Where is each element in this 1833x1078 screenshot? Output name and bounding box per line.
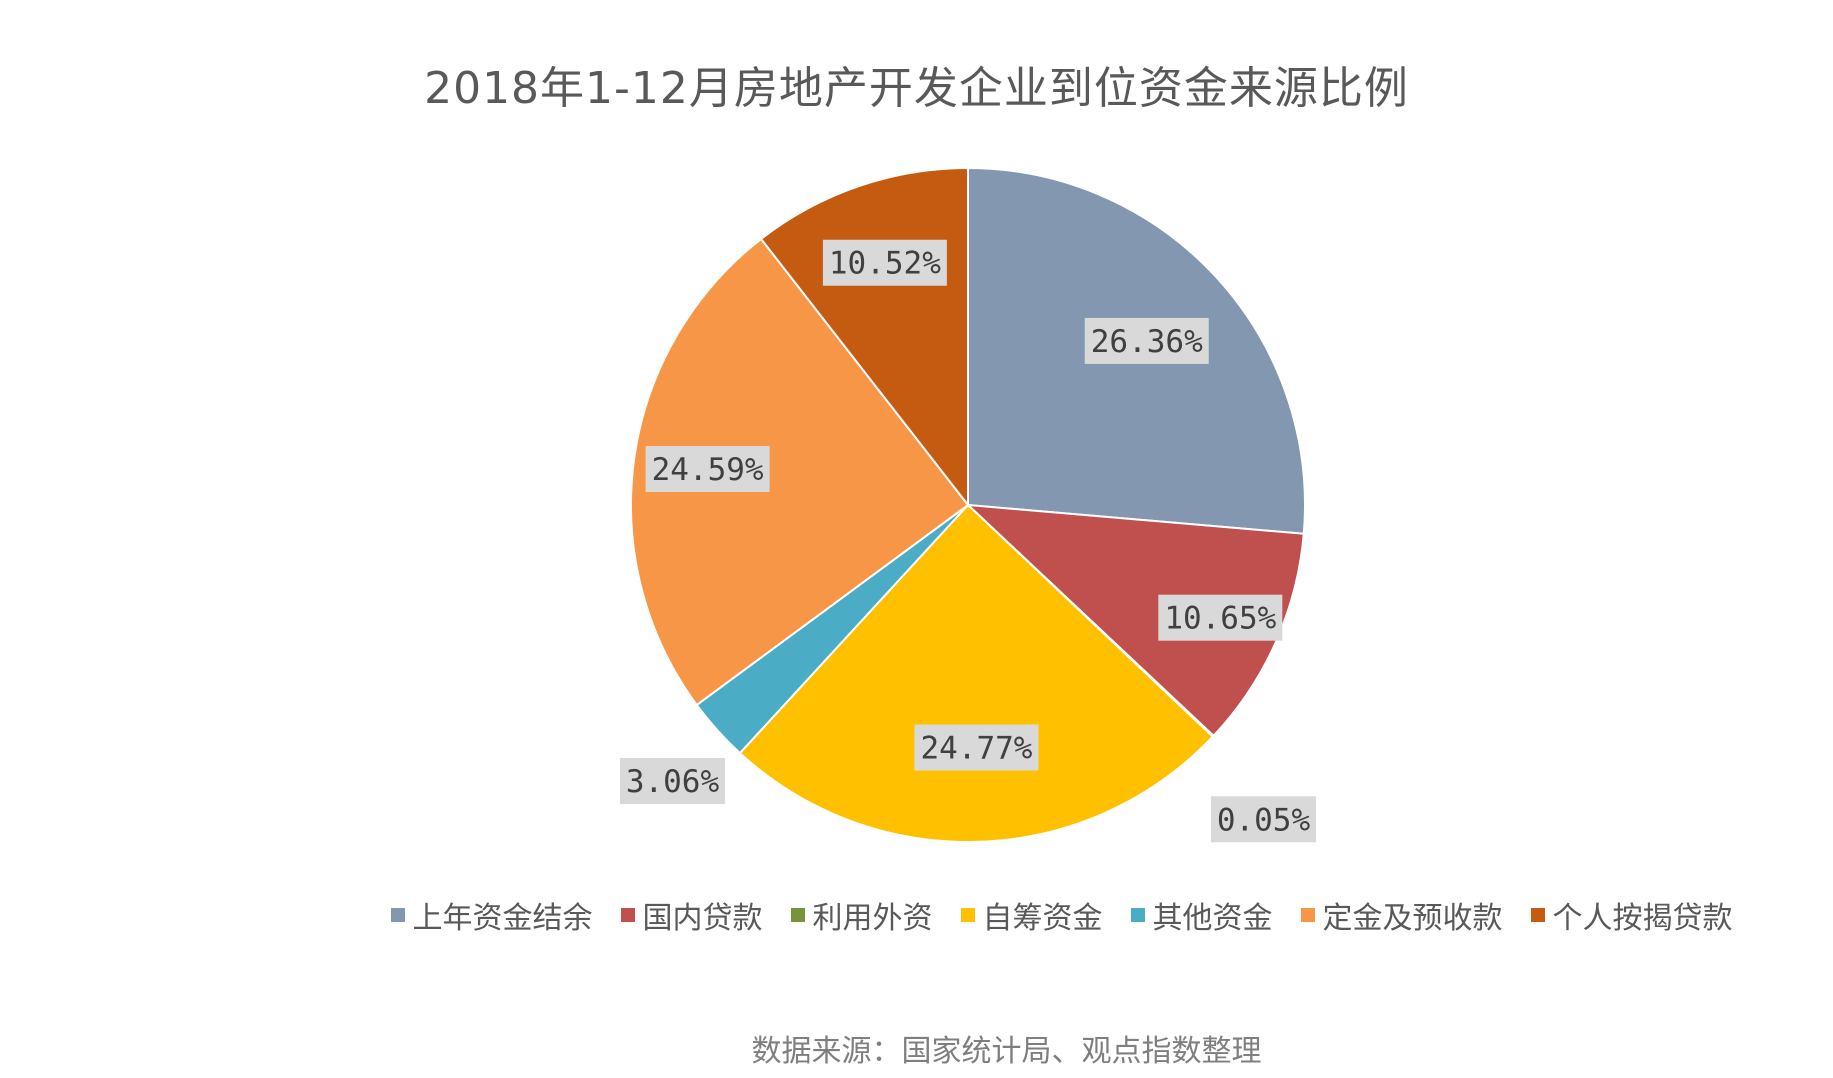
legend-item: 国内贷款 [620, 893, 763, 937]
legend-item: 其他资金 [1130, 893, 1273, 937]
data-label-box [1158, 594, 1283, 641]
legend-swatch [1130, 908, 1145, 922]
data-label-3: 0.05% [1210, 796, 1316, 843]
data-label-6: 24.59% [645, 446, 770, 493]
data-label-text: 26.36% [1091, 324, 1203, 360]
data-label-box [1084, 317, 1209, 364]
pie-slice-2 [965, 503, 1305, 738]
data-label-7: 10.52% [822, 239, 947, 286]
legend-swatch [1530, 908, 1545, 922]
pie-data-labels: 26.36% 10.65% 0.05% 24.77% 3.06% 24.59% 10.52% [619, 239, 1316, 843]
source-note: 数据来源：国家统计局、观点指数整理 [751, 1034, 1262, 1069]
legend-item: 定金及预收款 [1300, 893, 1503, 937]
legend-item: 个人按揭贷款 [1530, 893, 1733, 937]
legend-label: 国内贷款 [642, 901, 763, 936]
legend-swatch [390, 908, 405, 922]
legend: 上年资金结余 国内贷款 利用外资 自筹资金 其他资金 定金及预收款 个人按揭贷款 [0, 893, 1833, 937]
legend-label: 定金及预收款 [1322, 901, 1503, 936]
data-label-1: 26.36% [1084, 317, 1209, 364]
legend-swatch [620, 908, 635, 922]
data-label-text: 24.77% [920, 730, 1032, 766]
legend-item: 自筹资金 [960, 893, 1103, 937]
data-label-4: 24.77% [914, 724, 1039, 771]
data-label-box [645, 446, 770, 493]
legend-label: 其他资金 [1152, 901, 1273, 936]
data-label-text: 24.59% [652, 452, 764, 488]
pie-slice-6 [630, 237, 970, 707]
data-label-text: 10.65% [1164, 601, 1276, 637]
data-label-text: 10.52% [829, 246, 941, 282]
data-label-2: 10.65% [1158, 594, 1283, 641]
data-label-text: 0.05% [1217, 802, 1311, 838]
chart-title: 2018年1-12月房地产开发企业到位资金来源比例 [424, 63, 1409, 114]
legend-item: 利用外资 [790, 893, 933, 937]
legend-label: 上年资金结余 [412, 901, 593, 936]
data-label-box [914, 724, 1039, 771]
data-label-box [619, 758, 725, 805]
legend-label: 个人按揭贷款 [1552, 901, 1733, 936]
legend-item: 上年资金结余 [390, 893, 593, 937]
legend-swatch [1300, 908, 1315, 922]
legend-label: 自筹资金 [982, 901, 1103, 936]
data-label-box [822, 239, 947, 286]
pie-slice-4 [738, 503, 1215, 843]
data-label-box [1210, 796, 1316, 843]
legend-swatch [790, 908, 805, 922]
legend-swatch [960, 908, 975, 922]
data-label-text: 3.06% [626, 764, 720, 800]
data-label-5: 3.06% [619, 758, 725, 805]
legend-label: 利用外资 [812, 901, 933, 936]
